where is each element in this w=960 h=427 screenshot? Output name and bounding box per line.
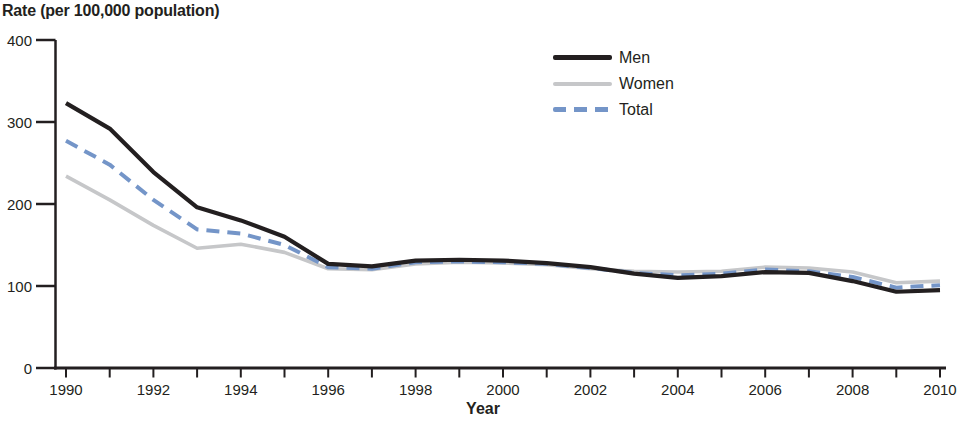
x-tick-label: 2004 xyxy=(661,381,694,398)
x-tick-label: 1992 xyxy=(137,381,170,398)
legend-item-women: Women xyxy=(553,75,674,92)
x-tick-label: 2010 xyxy=(923,381,956,398)
x-tick-label: 1990 xyxy=(49,381,82,398)
line-chart: 0 100 200 300 400 1990 1992 1994 1996 1998 2000 200… xyxy=(0,0,960,427)
legend-label-women: Women xyxy=(619,76,674,92)
legend-item-men: Men xyxy=(553,49,674,66)
legend-label-total: Total xyxy=(619,102,653,118)
total-line-swatch xyxy=(553,107,612,112)
y-tick-label: 100 xyxy=(7,278,32,295)
x-tick-label: 2006 xyxy=(749,381,782,398)
men-line-swatch xyxy=(553,55,612,60)
x-tick-label: 2008 xyxy=(836,381,869,398)
y-tick-label: 200 xyxy=(7,196,32,213)
y-tick-label: 0 xyxy=(24,360,32,377)
x-tick-label: 1998 xyxy=(399,381,432,398)
y-tick-label: 300 xyxy=(7,114,32,131)
x-tick-label: 1994 xyxy=(224,381,257,398)
y-tick-label: 400 xyxy=(7,32,32,49)
women-line-swatch xyxy=(553,82,612,86)
x-axis-title: Year xyxy=(433,400,533,418)
x-tick-label: 2000 xyxy=(486,381,519,398)
x-tick-label: 1996 xyxy=(312,381,345,398)
legend-label-men: Men xyxy=(619,50,650,66)
series-line-total xyxy=(66,141,940,288)
x-tick-label: 2002 xyxy=(574,381,607,398)
legend-item-total: Total xyxy=(553,101,674,118)
legend: Men Women Total xyxy=(553,49,674,118)
chart-figure: Rate (per 100,000 population) 0100200300… xyxy=(0,0,960,427)
